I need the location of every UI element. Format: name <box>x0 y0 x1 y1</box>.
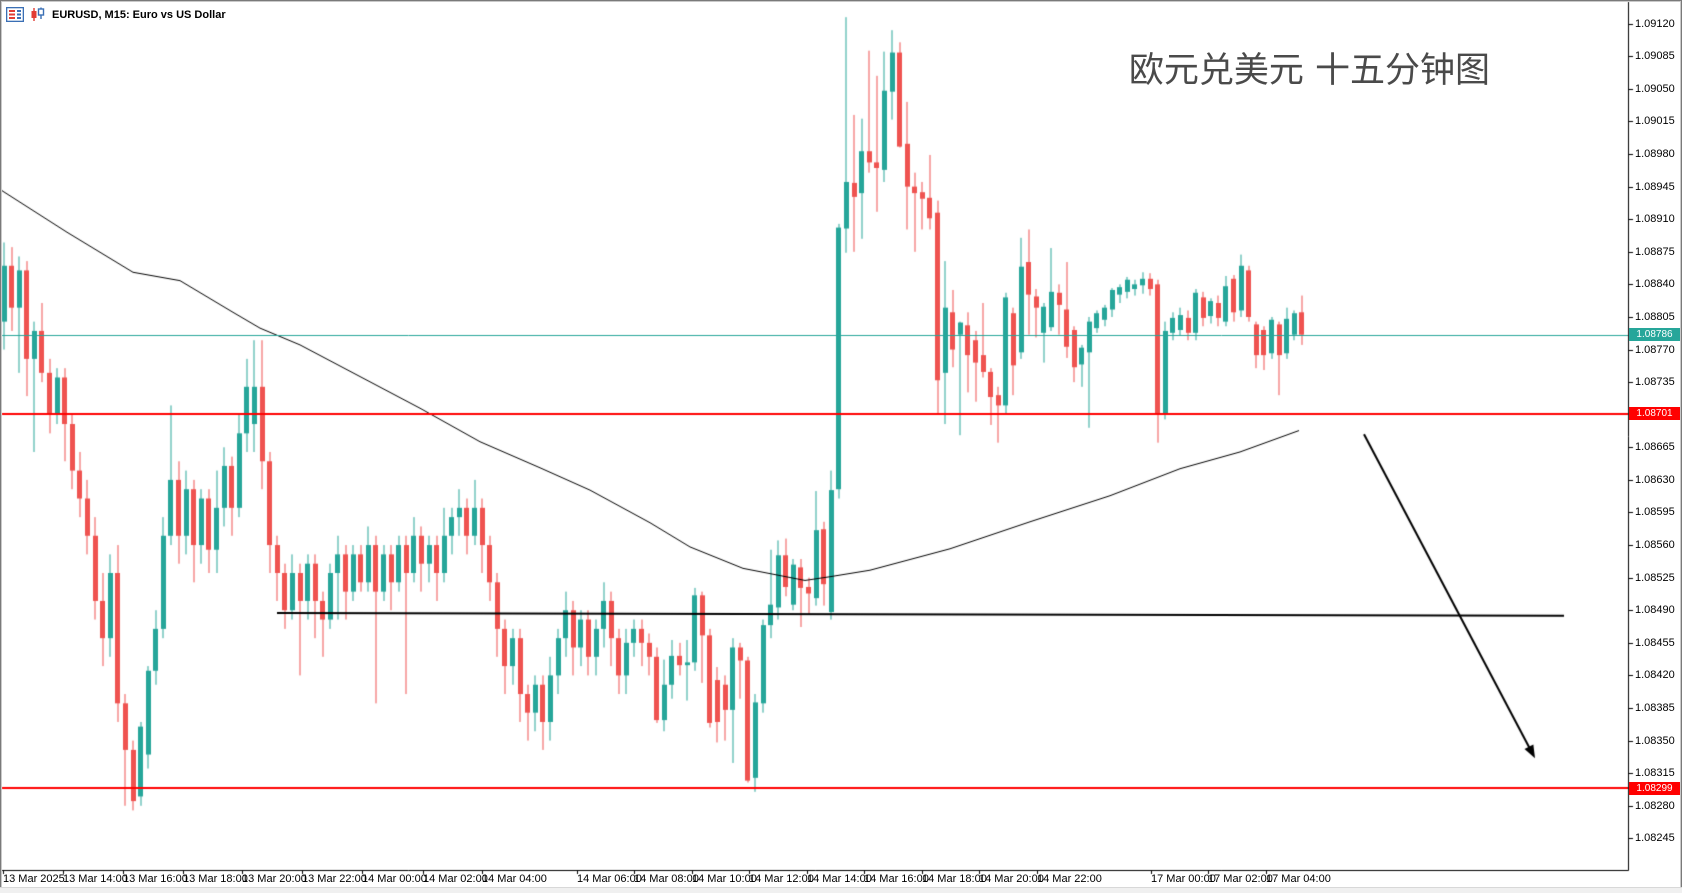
time-axis-label: 13 Mar 20:00 <box>242 873 307 885</box>
price-axis-label: 1.08945 <box>1635 180 1675 193</box>
time-axis-label: 14 Mar 14:00 <box>807 873 872 885</box>
time-axis-label: 17 Mar 02:00 <box>1208 873 1273 885</box>
price-axis-label: 1.08770 <box>1635 343 1675 356</box>
time-axis-label: 13 Mar 16:00 <box>123 873 188 885</box>
price-axis-label: 1.08350 <box>1635 734 1675 747</box>
time-axis-label: 14 Mar 22:00 <box>1037 873 1102 885</box>
price-axis-label: 1.08560 <box>1635 539 1675 552</box>
time-axis-label: 14 Mar 18:00 <box>922 873 987 885</box>
price-axis-label: 1.09015 <box>1635 115 1675 128</box>
chart-window-title: EURUSD, M15: Euro vs US Dollar <box>52 8 226 21</box>
time-axis-label: 14 Mar 04:00 <box>482 873 547 885</box>
support-price-badge: 1.08299 <box>1629 781 1680 795</box>
price-axis-label: 1.08980 <box>1635 148 1675 161</box>
price-axis-label: 1.08315 <box>1635 767 1675 780</box>
time-axis-label: 13 Mar 18:00 <box>183 873 248 885</box>
price-axis-label: 1.08420 <box>1635 669 1675 682</box>
time-axis-label: 14 Mar 20:00 <box>979 873 1044 885</box>
chart-title-bar: EURUSD, M15: Euro vs US Dollar <box>5 6 226 23</box>
price-axis-label: 1.08665 <box>1635 441 1675 454</box>
time-axis-label: 17 Mar 00:00 <box>1151 873 1216 885</box>
price-axis-label: 1.08245 <box>1635 832 1675 845</box>
price-axis-label: 1.08490 <box>1635 604 1675 617</box>
quotes-table-icon <box>5 6 25 23</box>
resistance-price-badge: 1.08701 <box>1629 407 1680 421</box>
time-axis-label: 14 Mar 12:00 <box>749 873 814 885</box>
price-axis-label: 1.08805 <box>1635 310 1675 323</box>
chart-annotation-title: 欧元兑美元 十五分钟图 <box>1128 51 1490 91</box>
time-axis-label: 14 Mar 10:00 <box>692 873 757 885</box>
price-axis-label: 1.08385 <box>1635 702 1675 714</box>
price-axis-label: 1.08595 <box>1635 506 1675 519</box>
price-axis-label: 1.08840 <box>1635 278 1675 291</box>
price-axis-label: 1.08280 <box>1635 799 1675 812</box>
price-axis-label: 1.09085 <box>1635 50 1675 63</box>
time-axis-label: 13 Mar 2025 <box>3 873 65 885</box>
price-axis-label: 1.08910 <box>1635 213 1675 226</box>
bid-price-badge: 1.08786 <box>1629 328 1680 342</box>
chart-bars-icon <box>29 7 47 22</box>
price-axis-label: 1.08455 <box>1635 636 1675 649</box>
time-axis-label: 14 Mar 08:00 <box>634 873 699 885</box>
time-axis-label: 14 Mar 00:00 <box>362 873 427 885</box>
price-axis-label: 1.08875 <box>1635 245 1675 258</box>
window-bottom-strip <box>0 887 1682 893</box>
price-axis-label: 1.08525 <box>1635 571 1675 584</box>
time-axis-label: 14 Mar 06:00 <box>577 873 642 885</box>
time-axis-label: 13 Mar 22:00 <box>302 873 367 885</box>
price-axis-label: 1.08630 <box>1635 473 1675 486</box>
price-axis-label: 1.08735 <box>1635 376 1675 389</box>
time-axis-label: 14 Mar 02:00 <box>423 873 488 885</box>
price-axis-label: 1.09050 <box>1635 82 1675 95</box>
time-axis-label: 13 Mar 14:00 <box>63 873 128 885</box>
price-axis-label: 1.09120 <box>1635 17 1675 30</box>
time-axis-label: 17 Mar 04:00 <box>1266 873 1331 885</box>
time-axis-label: 14 Mar 16:00 <box>864 873 929 885</box>
